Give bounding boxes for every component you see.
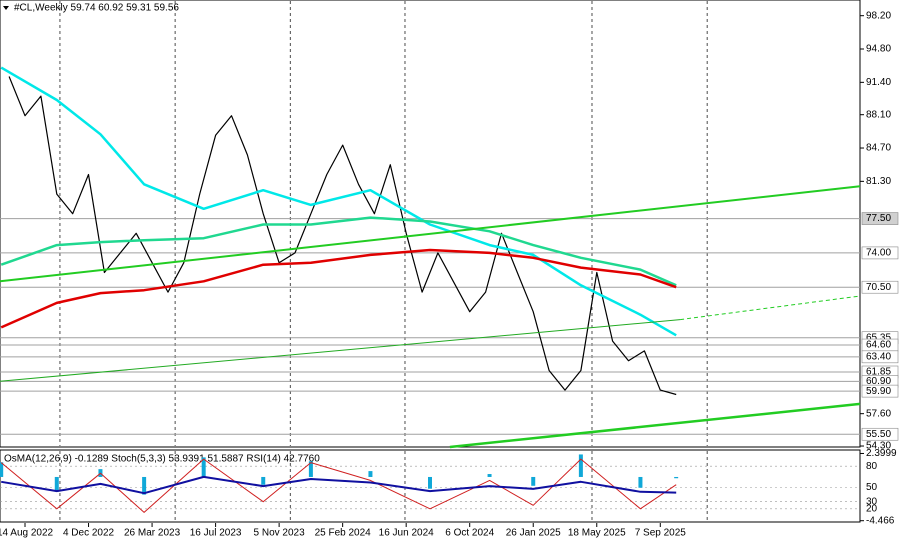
osma-bar (308, 461, 313, 477)
level-label-box (861, 246, 899, 260)
series-line (0, 248, 677, 329)
y-tick-label: 80 (866, 461, 878, 472)
level-label: 77.50 (866, 213, 891, 224)
series-line (680, 295, 861, 321)
osma-bar (142, 476, 147, 495)
level-label: 63.40 (866, 351, 891, 362)
y-tick-label: 88.10 (866, 109, 891, 120)
osma-bar (428, 476, 432, 489)
level-label: 64.60 (866, 340, 891, 351)
oscillator-title: OsMA(12,26,9) -0.1289 Stoch(5,3,3) 53.93… (4, 454, 320, 465)
y-tick-label: 84.70 (866, 143, 891, 154)
osma-bar (674, 476, 679, 479)
y-tick-label: 30 (866, 496, 878, 507)
level-label-box (861, 350, 899, 364)
osma-bar (201, 457, 206, 477)
x-tick-label: 16 Jun 2024 (379, 528, 434, 539)
level-label: 70.50 (866, 282, 891, 293)
level-label: 60.90 (866, 376, 891, 387)
y-tick-label: 20 (866, 503, 878, 514)
osma-bar (261, 476, 266, 485)
series-line (1, 475, 677, 495)
series-line (8, 76, 677, 396)
osma-bar (531, 476, 536, 486)
y-tick-label: 94.80 (866, 44, 891, 55)
x-tick-label: 18 May 2025 (568, 528, 626, 539)
x-tick-label: 16 Jul 2023 (190, 528, 242, 539)
osma-bar (638, 476, 643, 488)
x-tick-label: 5 Nov 2023 (254, 528, 306, 539)
y2-tick-label: -4.466 (866, 515, 895, 526)
x-tick-label: 14 Aug 2022 (0, 528, 54, 539)
level-label: 59.90 (866, 386, 891, 397)
chart-title: #CL,Weekly 59.74 60.92 59.31 59.56 (14, 3, 179, 14)
level-label: 55.50 (866, 429, 891, 440)
y-tick-label: 57.60 (866, 408, 891, 419)
series-line (0, 319, 681, 382)
y-tick-label: 81.30 (866, 176, 891, 187)
osma-bar (54, 476, 59, 492)
level-label-box (861, 280, 899, 294)
y-tick-label: 50 (866, 482, 878, 493)
series-line (0, 458, 677, 513)
x-tick-label: 4 Dec 2022 (63, 528, 115, 539)
level-label-box (861, 212, 899, 225)
level-label-box (861, 384, 899, 398)
osma-bar (368, 471, 373, 477)
osma-bar (0, 462, 4, 477)
series-line (0, 185, 861, 283)
level-label: 74.00 (866, 248, 891, 259)
level-label-box (861, 427, 899, 441)
level-label: 61.85 (866, 367, 891, 378)
y2-tick-label: 2.3999 (866, 448, 897, 459)
y-tick-label: 54.30 (866, 441, 891, 452)
x-tick-label: 26 Mar 2023 (124, 528, 181, 539)
level-label: 65.35 (866, 332, 891, 343)
x-tick-label: 25 Feb 2024 (315, 528, 372, 539)
x-tick-label: 6 Oct 2024 (445, 528, 494, 539)
series-line (0, 216, 677, 287)
menu-arrow[interactable] (3, 6, 9, 10)
series-line (449, 402, 861, 449)
x-tick-label: 7 Sep 2025 (635, 528, 687, 539)
y-tick-label: 91.40 (866, 77, 891, 88)
osma-bar (487, 474, 492, 477)
y-tick-label: 98.20 (866, 10, 891, 21)
x-tick-label: 26 Jan 2025 (506, 528, 561, 539)
osma-bar (578, 454, 583, 477)
series-line (0, 66, 677, 337)
